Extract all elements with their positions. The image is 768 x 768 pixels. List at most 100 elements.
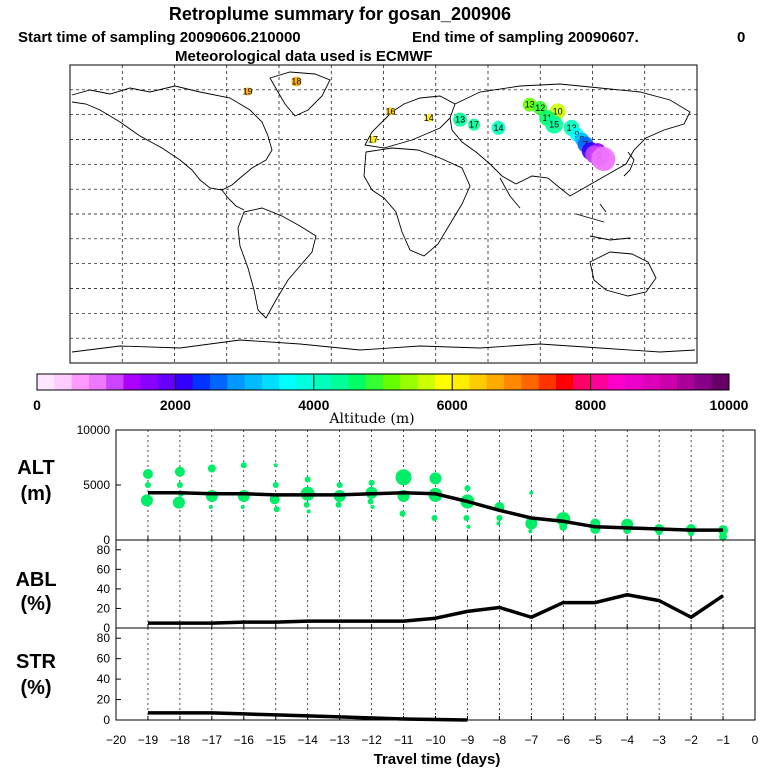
- x-tick-label: −19: [138, 733, 159, 747]
- alt-cluster-point: [303, 501, 310, 508]
- colorbar-cell: [140, 374, 159, 390]
- alt-cluster-point: [269, 494, 280, 505]
- alt-cluster-point: [528, 529, 533, 534]
- colorbar-label: Altitude (m): [328, 411, 414, 427]
- x-tick-label: −10: [425, 733, 446, 747]
- plume-marker: [468, 118, 481, 131]
- alt-cluster-point: [496, 515, 503, 521]
- x-tick-label: −13: [329, 733, 350, 747]
- colorbar-cell: [261, 374, 280, 390]
- travel-time-axis: −20 −19 −18 −17 −16 −15 −14 −13 −12 −11 −10 −9 −8 −7−…: [106, 733, 759, 747]
- alt-cluster-point: [525, 517, 538, 530]
- colorbar-cell: [486, 374, 505, 390]
- plume-marker: [545, 115, 564, 134]
- retroplume-markers: 191817161413171413121011151398764332: [243, 76, 616, 172]
- x-tick-label: −8: [493, 733, 507, 747]
- colorbar-cells: [37, 374, 730, 390]
- alt-cluster-point: [429, 472, 442, 485]
- colorbar-cell: [521, 374, 540, 390]
- plume-day-label: 17: [368, 135, 378, 145]
- alt-cluster-point: [464, 485, 471, 492]
- start-time-label: Start time of sampling 20090606.210000: [18, 29, 301, 46]
- met-data-label: Meteorological data used is ECMWF: [175, 48, 433, 65]
- colorbar-cell: [313, 374, 332, 390]
- alt-cluster-point: [395, 469, 412, 486]
- x-tick-label: −14: [298, 733, 319, 747]
- alt-cluster-point: [273, 506, 280, 513]
- alt-cluster-point: [559, 522, 568, 531]
- colorbar-cell: [625, 374, 643, 390]
- x-tick-label: −3: [652, 733, 666, 747]
- colorbar-tick-label: 8000: [575, 397, 606, 413]
- x-tick-label: −17: [202, 733, 223, 747]
- alt-cluster-point: [370, 505, 375, 509]
- colorbar-cell: [590, 374, 609, 390]
- colorbar-cell: [244, 374, 263, 390]
- alt-cluster-point: [399, 510, 406, 517]
- colorbar-cell: [54, 374, 73, 390]
- colorbar-cell: [296, 374, 315, 390]
- colorbar-tick-label: 6000: [437, 397, 468, 413]
- coastlines: [71, 71, 696, 353]
- alt-cluster-point: [208, 505, 213, 509]
- colorbar-cell: [434, 374, 453, 390]
- colorbar-tick-label: 0: [33, 397, 41, 413]
- str-ytick-label: 40: [97, 672, 111, 686]
- alt-cluster-point: [306, 509, 311, 514]
- x-tick-label: −16: [234, 733, 255, 747]
- plume-marker: [386, 107, 395, 116]
- alt-cluster-point: [431, 515, 438, 521]
- plume-day-label: 11: [543, 113, 552, 123]
- x-tick-label: −9: [461, 733, 475, 747]
- abl-ytick-label: 80: [97, 543, 111, 557]
- colorbar-cell: [175, 374, 194, 390]
- alt-cluster-point: [367, 498, 374, 505]
- colorbar-cell: [348, 374, 367, 390]
- plume-day-label: 12: [535, 103, 545, 113]
- colorbar-cell: [37, 374, 55, 390]
- x-tick-label: −20: [106, 733, 127, 747]
- str-panel: STR (%) 0 20 40 60 80: [16, 627, 756, 727]
- alt-series-line: [147, 490, 724, 532]
- alt-panel: ALT (m) 0 5000 10000: [17, 423, 756, 547]
- alt-cluster-point: [368, 479, 375, 486]
- x-tick-label: −18: [170, 733, 191, 747]
- alt-cluster-point: [273, 463, 278, 468]
- plume-day-label: 13: [567, 123, 577, 133]
- alt-ytick-label: 10000: [77, 423, 111, 437]
- str-ytick-label: 20: [97, 693, 111, 707]
- plume-day-label: 19: [243, 86, 253, 96]
- x-axis-label: Travel time (days): [374, 751, 501, 768]
- plume-day-label: 9: [574, 130, 579, 140]
- str-ytick-label: 80: [97, 631, 111, 645]
- alt-ylabel-unit: (m): [20, 483, 51, 505]
- alt-cluster-point: [304, 476, 311, 483]
- alt-ytick-label: 0: [103, 533, 110, 547]
- abl-ytick-label: 40: [97, 582, 111, 596]
- colorbar-ticks: 0 2000 4000 6000 8000 10000: [33, 374, 749, 413]
- abl-ylabel: ABL: [15, 569, 56, 591]
- colorbar-cell: [659, 374, 678, 390]
- colorbar-tick-label: 10000: [710, 397, 749, 413]
- colorbar-tick-label: 2000: [160, 397, 191, 413]
- str-ytick-label: 0: [103, 713, 110, 727]
- alt-cluster-point: [336, 482, 343, 488]
- colorbar-cell: [556, 374, 574, 390]
- abl-ylabel-unit: (%): [20, 593, 51, 615]
- alt-cluster-point: [205, 490, 218, 502]
- colorbar-cell: [417, 374, 436, 390]
- altitude-colorbar: 0 2000 4000 6000 8000 10000 Altitude (m): [33, 373, 749, 427]
- colorbar-cell: [106, 374, 124, 390]
- figure-title: Retroplume summary for gosan_200906: [169, 4, 511, 24]
- x-tick-label: −15: [266, 733, 287, 747]
- plume-marker: [424, 113, 433, 122]
- plume-marker: [591, 146, 616, 171]
- colorbar-cell: [227, 374, 246, 390]
- x-tick-label: −7: [525, 733, 539, 747]
- colorbar-cell: [694, 374, 713, 390]
- colorbar-cell: [331, 374, 349, 390]
- colorbar-cell: [383, 374, 401, 390]
- plume-marker: [243, 87, 252, 96]
- colorbar-cell: [365, 374, 384, 390]
